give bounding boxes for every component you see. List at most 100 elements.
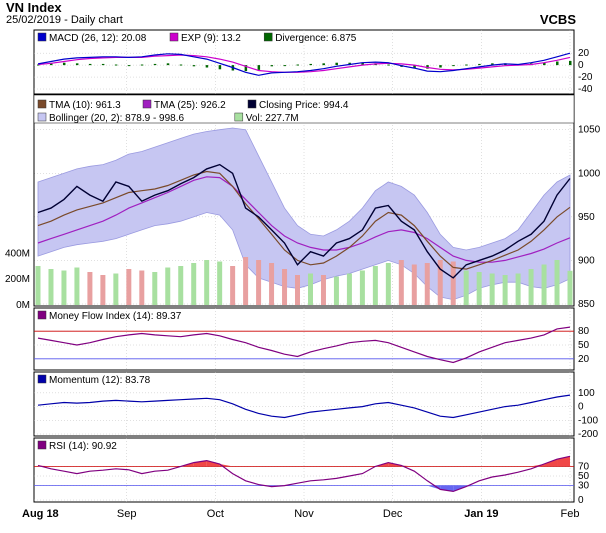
divergence-bar bbox=[153, 63, 157, 66]
divergence-bar bbox=[114, 64, 118, 66]
divergence-bar bbox=[179, 64, 183, 66]
volume-bar bbox=[48, 269, 54, 305]
volume-bar bbox=[502, 275, 508, 305]
volume-bar bbox=[307, 273, 313, 305]
volume-bar bbox=[243, 257, 249, 305]
y-tick-label: -20 bbox=[578, 72, 593, 83]
y-tick-label: 950 bbox=[578, 212, 595, 223]
legend-swatch bbox=[37, 32, 47, 42]
divergence-bar bbox=[270, 65, 274, 67]
volume-bar bbox=[282, 269, 288, 305]
volume-bar bbox=[385, 263, 391, 305]
volume-bar bbox=[333, 276, 339, 305]
divergence-bar bbox=[556, 61, 559, 66]
volume-bar bbox=[165, 267, 171, 305]
rsi-line bbox=[37, 455, 571, 493]
volume-bar bbox=[217, 261, 223, 305]
price-legend-box bbox=[33, 94, 575, 124]
x-tick-label: Nov bbox=[294, 508, 314, 520]
divergence-bar bbox=[257, 65, 261, 70]
volume-bar bbox=[61, 270, 67, 305]
divergence-bar bbox=[452, 65, 455, 67]
divergence-bar bbox=[439, 65, 442, 68]
volume-bar bbox=[152, 272, 158, 305]
y-tick-label: 80 bbox=[578, 326, 590, 337]
volume-bar bbox=[191, 263, 197, 305]
y-tick-label: -40 bbox=[578, 84, 593, 95]
volume-bar bbox=[372, 266, 378, 305]
legend-swatch bbox=[37, 374, 47, 384]
divergence-bar bbox=[49, 63, 53, 66]
divergence-bar bbox=[75, 63, 79, 66]
divergence-bar bbox=[543, 62, 546, 66]
chart-title: VN Index bbox=[6, 0, 62, 15]
y-tick-label: 50 bbox=[578, 340, 590, 351]
divergence-bar bbox=[166, 63, 170, 66]
volume-bar bbox=[139, 270, 145, 305]
divergence-bar bbox=[335, 62, 338, 66]
legend-label: Money Flow Index (14): 89.37 bbox=[49, 311, 182, 322]
volume-bar bbox=[411, 264, 417, 305]
legend-swatch bbox=[37, 112, 47, 122]
brand-label: VCBS bbox=[539, 12, 576, 27]
divergence-bar bbox=[192, 65, 196, 67]
volume-bar bbox=[359, 270, 365, 305]
y-tick-label: 0 bbox=[578, 402, 584, 413]
legend-label: Bollinger (20, 2): 878.9 - 998.6 bbox=[49, 113, 185, 124]
legend-label: Vol: 227.7M bbox=[246, 113, 299, 124]
volume-bar bbox=[320, 275, 326, 305]
x-tick-label: Sep bbox=[117, 508, 137, 520]
legend-swatch bbox=[37, 440, 47, 450]
volume-bar bbox=[100, 275, 106, 305]
volume-bar bbox=[476, 272, 482, 305]
volume-bar bbox=[204, 260, 210, 305]
divergence-bar bbox=[387, 64, 390, 66]
volume-bar bbox=[35, 266, 41, 305]
volume-bar bbox=[450, 261, 456, 305]
x-tick-label: Dec bbox=[383, 508, 403, 520]
divergence-bar bbox=[205, 65, 209, 68]
divergence-bar bbox=[218, 65, 222, 70]
legend-swatch bbox=[37, 310, 47, 320]
legend-swatch bbox=[169, 32, 179, 42]
y-tick-label: 900 bbox=[578, 255, 595, 266]
volume-bar bbox=[295, 275, 301, 305]
legend-swatch bbox=[247, 99, 257, 109]
y-tick-label: 100 bbox=[578, 388, 595, 399]
divergence-bar bbox=[322, 63, 325, 66]
volume-bar bbox=[554, 260, 560, 305]
divergence-bar bbox=[491, 63, 494, 66]
volume-bar bbox=[567, 270, 573, 305]
divergence-bar bbox=[88, 63, 92, 66]
y-tick-label: 20 bbox=[578, 354, 590, 365]
divergence-bar bbox=[569, 60, 572, 66]
y-tick-label: 0 bbox=[578, 495, 584, 506]
divergence-bar bbox=[62, 62, 66, 66]
tma25-line bbox=[37, 176, 571, 263]
divergence-bar bbox=[426, 65, 429, 69]
volume-bar bbox=[178, 266, 184, 305]
volume-bar bbox=[489, 273, 495, 305]
y-tick-label: -200 bbox=[578, 429, 598, 440]
divergence-bar bbox=[296, 64, 300, 66]
divergence-bar bbox=[101, 63, 105, 66]
legend-label: Closing Price: 994.4 bbox=[259, 100, 349, 111]
legend-label: Divergence: 6.875 bbox=[275, 33, 357, 44]
x-tick-label: Oct bbox=[207, 508, 224, 520]
divergence-bar bbox=[478, 63, 481, 66]
y-tick-label: 1000 bbox=[578, 168, 601, 179]
volume-bar bbox=[346, 273, 352, 305]
divergence-bar bbox=[465, 64, 468, 66]
volume-bar bbox=[398, 260, 404, 305]
legend-swatch bbox=[263, 32, 273, 42]
volume-bar bbox=[515, 273, 521, 305]
volume-bar bbox=[126, 269, 132, 305]
rsi-overbought-fill bbox=[206, 460, 220, 467]
volume-bar bbox=[74, 267, 80, 305]
x-tick-label: Feb bbox=[561, 508, 580, 520]
legend-label: MACD (26, 12): 20.08 bbox=[49, 33, 147, 44]
divergence-bar bbox=[283, 65, 287, 67]
legend-label: TMA (10): 961.3 bbox=[49, 100, 121, 111]
volume-tick-label: 200M bbox=[5, 274, 30, 285]
